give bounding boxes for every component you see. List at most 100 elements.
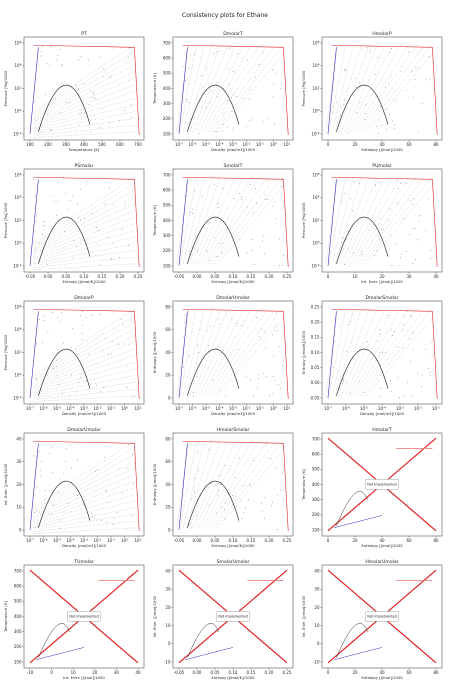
data-point [263, 253, 265, 255]
isoline [198, 45, 244, 132]
data-point [60, 112, 61, 114]
plot-area [325, 308, 440, 399]
isoline [33, 64, 136, 118]
x-tick-label: 0.05 [62, 274, 71, 279]
x-tick-label: 10-3 [80, 405, 88, 411]
data-point [197, 250, 199, 252]
data-point [356, 87, 357, 88]
data-point [197, 352, 199, 354]
plot-area [325, 44, 440, 135]
data-point [213, 53, 215, 54]
data-point [105, 490, 107, 492]
data-point [421, 375, 423, 377]
x-tick-label: 20 [352, 670, 358, 675]
data-point [264, 331, 266, 333]
isoline [186, 309, 213, 396]
data-point [379, 239, 380, 241]
data-point [366, 46, 368, 48]
isoline [198, 309, 244, 396]
data-point [249, 484, 250, 486]
data-point [47, 374, 48, 376]
saturation-curve [336, 623, 368, 658]
data-point [367, 229, 369, 231]
y-tick-label: 700 [163, 40, 171, 45]
isoline [201, 45, 252, 132]
isoline [350, 309, 401, 396]
data-point [243, 512, 245, 514]
data-point [100, 126, 102, 128]
data-point [192, 209, 193, 210]
data-point [215, 220, 217, 221]
data-point [348, 248, 350, 250]
y-tick-label: 10-2 [13, 395, 21, 401]
lower-bound-line [178, 443, 188, 530]
x-axis-label: Enthalpy [J/mol]/1000 [361, 675, 403, 680]
data-point [247, 59, 248, 61]
data-point [42, 341, 44, 343]
x-tick-label: 100 [26, 142, 34, 147]
isoline [325, 45, 338, 132]
data-point [272, 206, 274, 208]
data-point [39, 511, 40, 513]
isoline [347, 45, 393, 132]
isoline [33, 500, 136, 526]
data-point [76, 203, 78, 205]
data-point [400, 257, 401, 258]
y-axis-label: Temperature [K] [152, 205, 157, 237]
y-tick-label: 104 [312, 63, 319, 69]
data-point [78, 88, 80, 90]
data-point [72, 195, 74, 197]
data-point [97, 469, 99, 471]
data-point [353, 252, 355, 254]
x-tick-label: 10-7 [26, 537, 34, 543]
data-point [221, 243, 223, 245]
data-point [209, 101, 211, 103]
isoline [208, 177, 268, 264]
lower-bound-line [327, 311, 337, 398]
data-point [243, 485, 245, 487]
lower-bound-line [29, 443, 39, 530]
y-tick-label: 60 [165, 327, 171, 332]
x-tick-label: 600 [116, 142, 124, 147]
isoline [357, 309, 417, 396]
data-point [107, 502, 109, 503]
isoline [214, 441, 283, 528]
data-point [274, 330, 276, 332]
data-point [263, 373, 264, 375]
data-point [44, 502, 46, 504]
data-point [403, 217, 404, 219]
data-point [185, 80, 186, 81]
data-point [51, 514, 53, 516]
data-point [282, 356, 284, 358]
isoline [344, 309, 385, 396]
data-point [223, 113, 225, 115]
y-tick-label: 500 [312, 467, 320, 472]
data-point [33, 178, 35, 180]
data-point [80, 219, 81, 221]
data-point [129, 47, 130, 49]
data-point [108, 353, 110, 355]
data-point [69, 444, 71, 446]
data-point [251, 239, 252, 240]
data-point [391, 48, 392, 49]
isoline [33, 111, 136, 132]
data-point [60, 48, 62, 50]
x-tick-label: 10-7 [26, 405, 34, 411]
plot-frame [172, 300, 294, 405]
data-point [78, 112, 80, 114]
data-point [398, 188, 400, 189]
y-axis-label: Int. Ener. [J/mol]/1000 [152, 595, 157, 637]
x-tick-label: 40 [379, 670, 385, 675]
data-point [282, 472, 283, 474]
data-point [208, 505, 210, 507]
data-point [197, 451, 199, 453]
data-point [341, 196, 343, 198]
isoline [341, 45, 377, 132]
data-point [57, 55, 59, 56]
data-point [61, 393, 63, 395]
subplot-hmolart: HmolarT 0 20 40 60 80 100 200 300 400 500 600 700 Ent… [301, 427, 443, 548]
data-point [283, 255, 285, 257]
y-axis-label: Pressure [Pa]/1000 [301, 202, 306, 238]
data-point [280, 388, 282, 389]
